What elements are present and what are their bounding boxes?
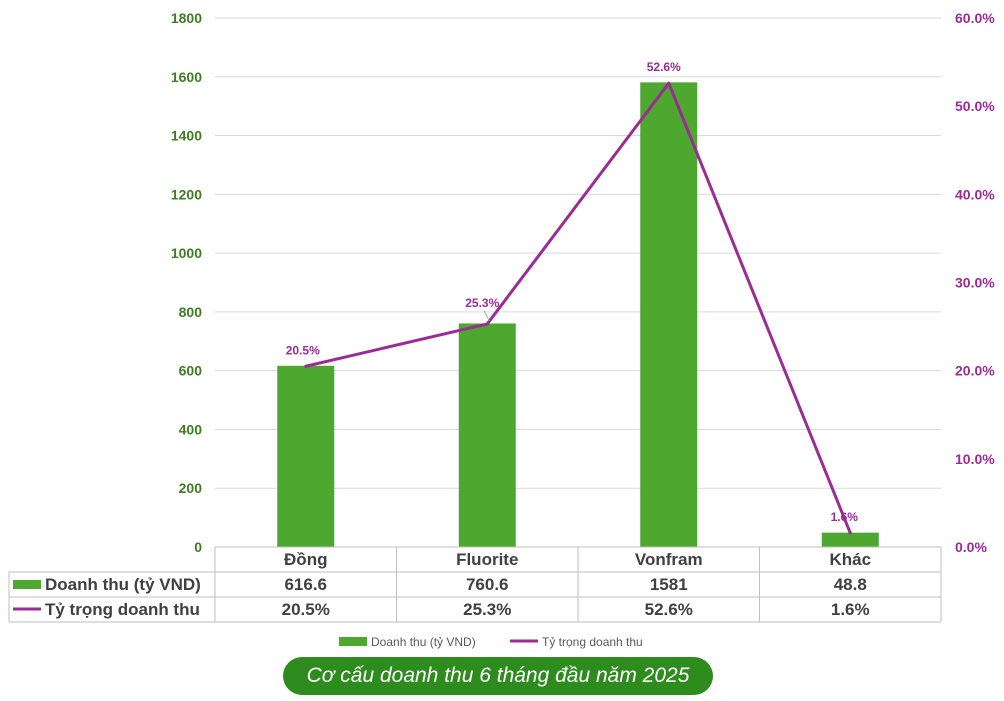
category-label: Fluorite xyxy=(456,550,518,569)
line-data-label: 25.3% xyxy=(465,296,499,310)
line-data-label: 1.6% xyxy=(831,510,859,524)
table-cell-value: 52.6% xyxy=(645,600,693,619)
table-cell-value: 1.6% xyxy=(831,600,870,619)
bar xyxy=(458,323,516,547)
y-right-tick-label: 30.0% xyxy=(955,275,995,291)
y-right-tick-label: 10.0% xyxy=(955,451,995,467)
table-cell-value: 1581 xyxy=(650,575,688,594)
y-left-tick-label: 1200 xyxy=(171,186,202,202)
y-right-tick-label: 0.0% xyxy=(955,539,987,555)
line-series xyxy=(305,81,852,534)
line-point xyxy=(304,364,308,368)
table-cell-value: 20.5% xyxy=(282,600,330,619)
y-left-tick-label: 1600 xyxy=(171,69,202,85)
category-label: Đồng xyxy=(284,550,327,569)
y-right-tick-label: 60.0% xyxy=(955,10,995,26)
label-leader-line xyxy=(483,310,490,322)
category-label: Vonfram xyxy=(635,550,703,569)
bar xyxy=(640,82,698,547)
table-cell-value: 616.6 xyxy=(284,575,327,594)
legend-label: Doanh thu (tỷ VND) xyxy=(371,635,476,649)
y-left-tick-label: 400 xyxy=(179,421,203,437)
y-right-tick-label: 50.0% xyxy=(955,98,995,114)
legend-label: Tỷ trọng doanh thu xyxy=(542,635,643,649)
bar xyxy=(277,365,335,547)
table-row-name: Tỷ trọng doanh thu xyxy=(45,600,200,619)
y-right-tick-label: 20.0% xyxy=(955,363,995,379)
table-row-name: Doanh thu (tỷ VND) xyxy=(45,575,201,594)
line-point xyxy=(667,81,671,85)
y-left-tick-label: 1400 xyxy=(171,128,202,144)
table-cell-value: 48.8 xyxy=(834,575,867,594)
line-point xyxy=(848,531,852,535)
line-data-label: 52.6% xyxy=(647,60,681,74)
y-left-tick-label: 200 xyxy=(179,480,203,496)
table-cell-value: 760.6 xyxy=(466,575,509,594)
bar xyxy=(821,532,879,547)
line-point xyxy=(485,322,489,326)
table-cell-value: 25.3% xyxy=(463,600,511,619)
y-right-tick-label: 40.0% xyxy=(955,186,995,202)
y-left-tick-label: 600 xyxy=(179,363,203,379)
y-left-tick-label: 1000 xyxy=(171,245,202,261)
chart-caption: Cơ cấu doanh thu 6 tháng đầu năm 2025 xyxy=(283,657,713,695)
y-left-tick-label: 0 xyxy=(194,539,202,555)
legend-key-bar xyxy=(339,637,367,646)
category-label: Khác xyxy=(829,550,871,569)
y-left-tick-label: 800 xyxy=(179,304,203,320)
table-key-bar xyxy=(13,580,41,589)
line-data-label: 20.5% xyxy=(286,343,320,357)
y-left-tick-label: 1800 xyxy=(171,10,202,26)
